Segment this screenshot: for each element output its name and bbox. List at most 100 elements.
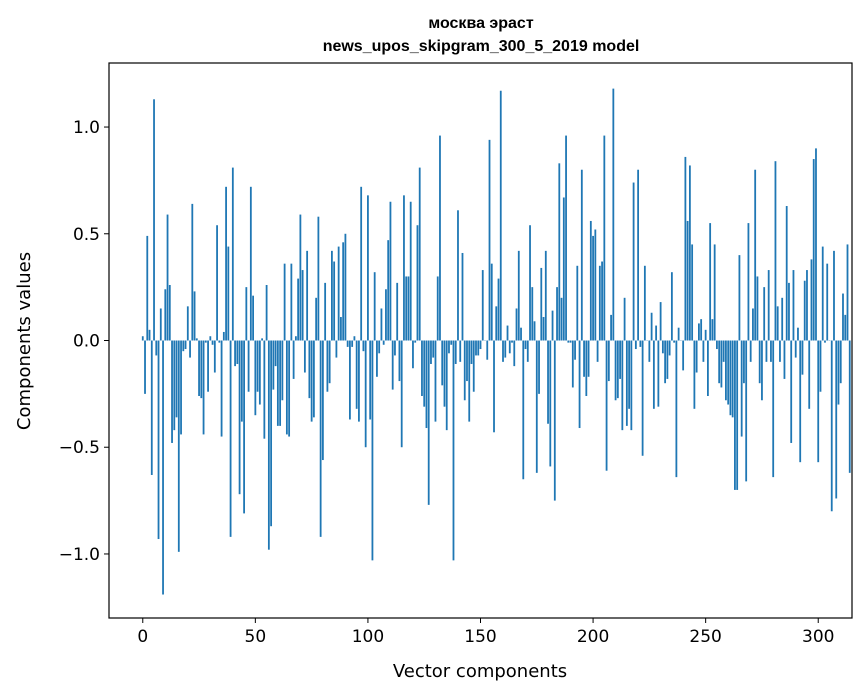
y-tick-label: 0.0 bbox=[73, 332, 100, 352]
bar bbox=[256, 340, 259, 392]
bar bbox=[580, 169, 583, 341]
bar bbox=[351, 340, 354, 347]
bar bbox=[806, 270, 808, 341]
bar bbox=[628, 340, 630, 409]
bar bbox=[792, 270, 795, 341]
bar bbox=[772, 340, 775, 478]
bar bbox=[168, 285, 171, 341]
bar bbox=[294, 336, 297, 341]
bar bbox=[414, 340, 417, 343]
bar bbox=[479, 340, 482, 350]
bar bbox=[328, 340, 331, 384]
bar bbox=[385, 289, 387, 341]
bar bbox=[621, 340, 624, 431]
bar bbox=[553, 340, 556, 501]
bar bbox=[477, 340, 480, 356]
bar bbox=[319, 340, 322, 537]
bar bbox=[418, 167, 421, 341]
y-tick-label: 1.0 bbox=[73, 118, 100, 138]
bar bbox=[614, 340, 617, 401]
bar bbox=[202, 340, 205, 435]
bar bbox=[517, 250, 520, 341]
bar bbox=[222, 331, 225, 341]
bar bbox=[321, 340, 324, 461]
bar bbox=[605, 340, 608, 471]
bar bbox=[826, 263, 829, 341]
bar bbox=[373, 272, 376, 341]
bar bbox=[508, 340, 511, 354]
bar bbox=[380, 308, 383, 341]
bar bbox=[729, 340, 732, 416]
bar bbox=[736, 340, 739, 490]
bar bbox=[781, 297, 784, 341]
x-tick-label: 300 bbox=[802, 627, 834, 647]
bar bbox=[297, 278, 300, 341]
bar bbox=[540, 267, 543, 341]
bar bbox=[360, 186, 363, 341]
bar bbox=[389, 201, 392, 341]
bar bbox=[837, 340, 840, 405]
bar bbox=[785, 206, 788, 341]
bar bbox=[551, 310, 554, 341]
bar bbox=[177, 340, 180, 552]
bar bbox=[344, 233, 347, 341]
bar bbox=[292, 340, 295, 379]
bar bbox=[252, 295, 254, 341]
bar bbox=[229, 340, 232, 537]
y-tick-label: −1.0 bbox=[59, 545, 100, 565]
bar bbox=[249, 186, 252, 341]
bar bbox=[659, 302, 662, 341]
bar bbox=[466, 340, 468, 382]
bar bbox=[535, 340, 538, 473]
bar bbox=[461, 252, 464, 341]
bar bbox=[238, 340, 241, 495]
bar bbox=[848, 340, 851, 473]
bar bbox=[299, 214, 302, 341]
bar bbox=[601, 261, 603, 341]
bar bbox=[511, 340, 513, 343]
bar bbox=[740, 340, 743, 437]
bar bbox=[799, 340, 802, 463]
bar bbox=[211, 340, 214, 345]
bar bbox=[468, 340, 471, 422]
bar bbox=[842, 293, 844, 341]
bar bbox=[670, 272, 673, 341]
bar bbox=[513, 340, 516, 367]
bar bbox=[756, 276, 759, 341]
bar bbox=[560, 297, 563, 341]
bar bbox=[641, 340, 644, 456]
bar bbox=[371, 340, 374, 561]
bar bbox=[664, 340, 667, 384]
bar bbox=[673, 340, 676, 343]
y-tick-label: 0.5 bbox=[73, 225, 100, 245]
bar bbox=[709, 223, 712, 341]
bar bbox=[171, 340, 173, 443]
bar bbox=[655, 325, 658, 341]
bar bbox=[272, 340, 275, 390]
bar bbox=[349, 340, 351, 420]
bar bbox=[567, 340, 570, 343]
bar bbox=[245, 287, 248, 341]
bar bbox=[369, 340, 372, 420]
bar bbox=[493, 340, 495, 433]
bar bbox=[695, 340, 698, 373]
bar bbox=[337, 246, 340, 341]
bar bbox=[443, 340, 446, 407]
bar bbox=[515, 308, 518, 341]
bar bbox=[720, 340, 723, 388]
bar bbox=[416, 225, 419, 341]
bar bbox=[716, 340, 718, 350]
bar bbox=[367, 195, 369, 341]
bar bbox=[634, 340, 637, 350]
x-tick-label: 100 bbox=[352, 627, 384, 647]
bar bbox=[783, 340, 786, 379]
bar bbox=[403, 195, 405, 341]
bar bbox=[684, 156, 687, 341]
bar bbox=[308, 340, 311, 399]
bar bbox=[574, 340, 576, 360]
bar bbox=[668, 340, 671, 356]
bar bbox=[290, 263, 293, 341]
bar bbox=[779, 340, 781, 362]
bar bbox=[218, 340, 221, 343]
bar bbox=[184, 340, 187, 350]
